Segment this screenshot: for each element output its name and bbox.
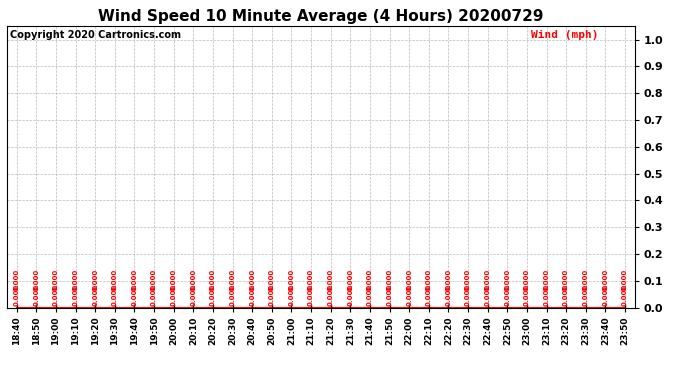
- Text: 0.000: 0.000: [308, 269, 314, 291]
- Text: 0.000: 0.000: [465, 284, 471, 306]
- Text: 0.000: 0.000: [347, 269, 353, 291]
- Text: 0.000: 0.000: [230, 284, 235, 306]
- Text: 0.000: 0.000: [112, 269, 118, 291]
- Text: 0.000: 0.000: [112, 284, 118, 306]
- Text: 0.000: 0.000: [445, 269, 451, 291]
- Title: Wind Speed 10 Minute Average (4 Hours) 20200729: Wind Speed 10 Minute Average (4 Hours) 2…: [98, 9, 544, 24]
- Text: 0.000: 0.000: [406, 269, 412, 291]
- Text: 0.000: 0.000: [524, 284, 530, 306]
- Text: 0.000: 0.000: [328, 269, 334, 291]
- Text: 0.000: 0.000: [210, 269, 216, 291]
- Text: 0.000: 0.000: [484, 284, 491, 306]
- Text: 0.000: 0.000: [308, 284, 314, 306]
- Text: 0.000: 0.000: [504, 269, 511, 291]
- Text: 0.000: 0.000: [622, 269, 628, 291]
- Text: 0.000: 0.000: [53, 284, 59, 306]
- Text: 0.000: 0.000: [602, 284, 609, 306]
- Text: 0.000: 0.000: [131, 269, 137, 291]
- Text: 0.000: 0.000: [386, 269, 393, 291]
- Text: 0.000: 0.000: [288, 269, 295, 291]
- Text: 0.000: 0.000: [563, 284, 569, 306]
- Text: Wind (mph): Wind (mph): [531, 30, 599, 40]
- Text: 0.000: 0.000: [170, 269, 177, 291]
- Text: 0.000: 0.000: [53, 269, 59, 291]
- Text: 0.000: 0.000: [524, 269, 530, 291]
- Text: 0.000: 0.000: [445, 284, 451, 306]
- Text: 0.000: 0.000: [406, 284, 412, 306]
- Text: 0.000: 0.000: [92, 269, 98, 291]
- Text: 0.000: 0.000: [602, 269, 609, 291]
- Text: 0.000: 0.000: [269, 269, 275, 291]
- Text: 0.000: 0.000: [14, 269, 20, 291]
- Text: 0.000: 0.000: [249, 284, 255, 306]
- Text: 0.000: 0.000: [328, 284, 334, 306]
- Text: 0.000: 0.000: [426, 284, 432, 306]
- Text: 0.000: 0.000: [190, 269, 197, 291]
- Text: 0.000: 0.000: [484, 269, 491, 291]
- Text: 0.000: 0.000: [72, 269, 79, 291]
- Text: 0.000: 0.000: [190, 284, 197, 306]
- Text: 0.000: 0.000: [386, 284, 393, 306]
- Text: 0.000: 0.000: [72, 284, 79, 306]
- Text: 0.000: 0.000: [367, 284, 373, 306]
- Text: 0.000: 0.000: [504, 284, 511, 306]
- Text: 0.000: 0.000: [563, 269, 569, 291]
- Text: 0.000: 0.000: [269, 284, 275, 306]
- Text: 0.000: 0.000: [230, 269, 235, 291]
- Text: 0.000: 0.000: [151, 284, 157, 306]
- Text: 0.000: 0.000: [347, 284, 353, 306]
- Text: 0.000: 0.000: [170, 284, 177, 306]
- Text: 0.000: 0.000: [14, 284, 20, 306]
- Text: 0.000: 0.000: [151, 269, 157, 291]
- Text: 0.000: 0.000: [583, 284, 589, 306]
- Text: 0.000: 0.000: [465, 269, 471, 291]
- Text: 0.000: 0.000: [544, 269, 549, 291]
- Text: 0.000: 0.000: [544, 284, 549, 306]
- Text: 0.000: 0.000: [33, 284, 39, 306]
- Text: 0.000: 0.000: [131, 284, 137, 306]
- Text: 0.000: 0.000: [426, 269, 432, 291]
- Text: 0.000: 0.000: [210, 284, 216, 306]
- Text: 0.000: 0.000: [249, 269, 255, 291]
- Text: 0.000: 0.000: [288, 284, 295, 306]
- Text: 0.000: 0.000: [622, 284, 628, 306]
- Text: 0.000: 0.000: [583, 269, 589, 291]
- Text: Copyright 2020 Cartronics.com: Copyright 2020 Cartronics.com: [10, 30, 181, 40]
- Text: 0.000: 0.000: [92, 284, 98, 306]
- Text: 0.000: 0.000: [33, 269, 39, 291]
- Text: 0.000: 0.000: [367, 269, 373, 291]
